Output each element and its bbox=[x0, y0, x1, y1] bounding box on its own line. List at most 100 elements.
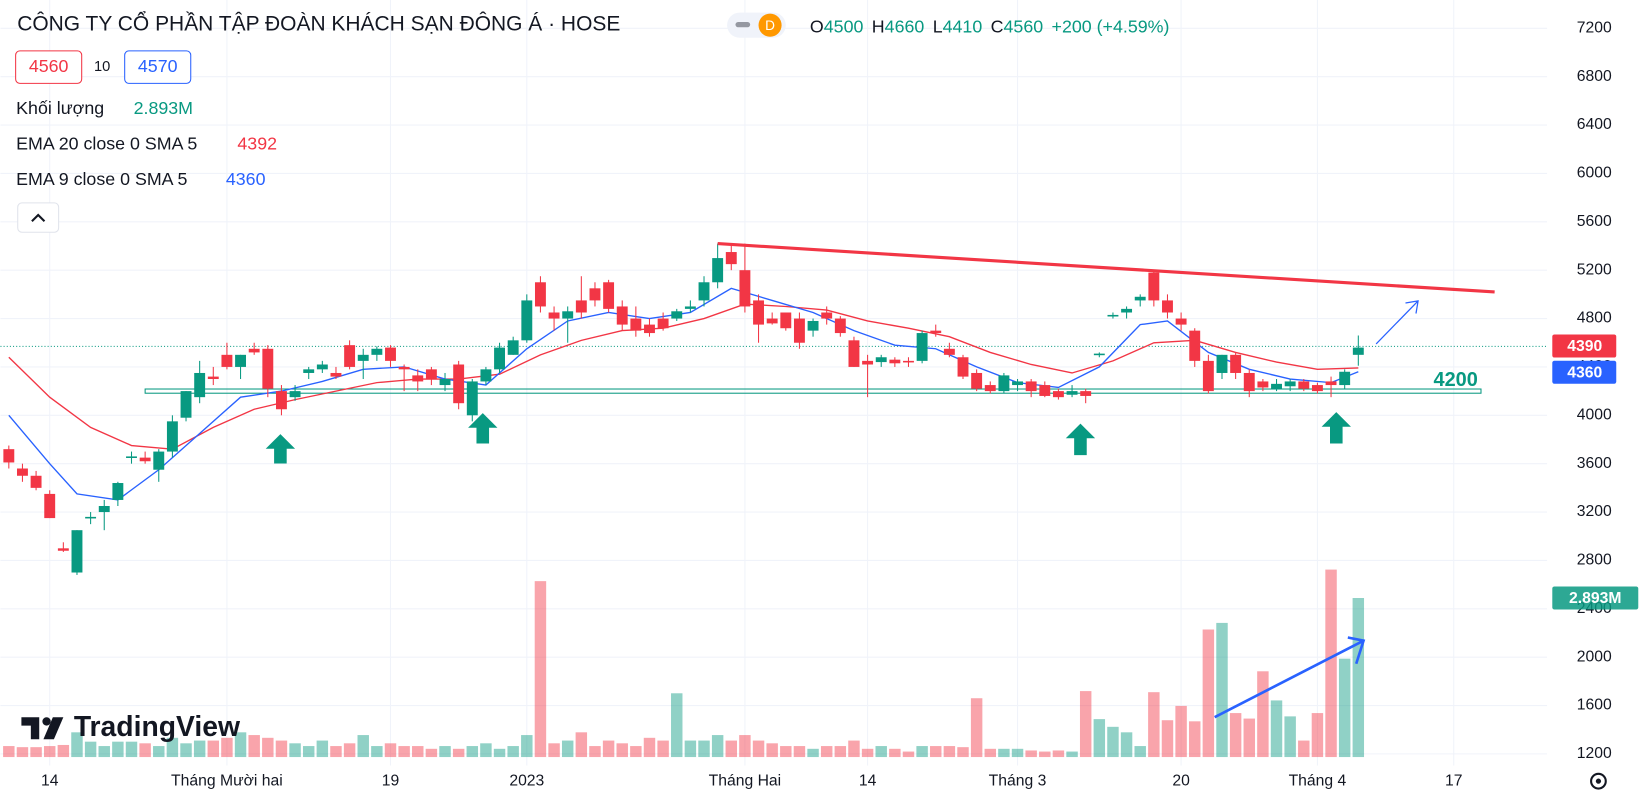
volume-bar bbox=[452, 748, 465, 758]
candle-body bbox=[957, 357, 969, 377]
volume-bar bbox=[548, 743, 560, 758]
volume-badge bbox=[1552, 586, 1639, 610]
volume-bar bbox=[316, 740, 329, 758]
bid-box[interactable] bbox=[15, 50, 83, 84]
candle-body bbox=[385, 347, 396, 361]
candle-body bbox=[1162, 300, 1173, 313]
collapse-icon bbox=[31, 213, 46, 222]
price-arrow bbox=[1375, 300, 1419, 345]
ohlc-value: 4660 bbox=[885, 16, 925, 36]
candle-body bbox=[453, 364, 465, 404]
drawn-arrows bbox=[1214, 300, 1419, 719]
candle-body bbox=[807, 320, 819, 331]
candle-body bbox=[126, 456, 137, 458]
collapse-button[interactable] bbox=[17, 202, 60, 233]
volume-bar bbox=[561, 740, 574, 758]
volume-bar bbox=[1161, 720, 1174, 758]
candle-body bbox=[1202, 360, 1214, 392]
volume-bar bbox=[207, 740, 220, 758]
candle-body bbox=[903, 360, 914, 363]
brand-mark bbox=[42, 717, 51, 726]
volume-bar bbox=[425, 748, 438, 758]
candle-body bbox=[330, 372, 342, 377]
candle-body bbox=[303, 369, 315, 373]
up-arrow bbox=[468, 413, 498, 444]
price-badge bbox=[1552, 334, 1617, 358]
candle-body bbox=[16, 468, 28, 476]
volume-bar bbox=[902, 751, 915, 758]
volume-bar bbox=[1257, 671, 1269, 758]
ohlc-value: 4560 bbox=[1004, 16, 1044, 36]
volume-bar bbox=[357, 735, 369, 758]
volume-badge-label: 2.893M bbox=[1569, 590, 1621, 607]
up-arrow bbox=[265, 434, 296, 464]
y-tick-label: 5600 bbox=[1577, 213, 1612, 230]
candle-body bbox=[684, 306, 696, 309]
candle-body bbox=[1216, 354, 1228, 373]
candle-body bbox=[534, 282, 546, 307]
y-tick-label: 2800 bbox=[1577, 552, 1612, 569]
volume-bar bbox=[630, 746, 642, 758]
volume-bar bbox=[807, 748, 819, 758]
volume-bar bbox=[1311, 713, 1324, 758]
volume-bar bbox=[957, 747, 969, 758]
volume-bar bbox=[984, 748, 996, 758]
volume-bar bbox=[1216, 622, 1228, 758]
volume-bar bbox=[330, 746, 342, 758]
interval: D bbox=[765, 18, 775, 33]
candle-body bbox=[194, 372, 206, 398]
candle-body bbox=[112, 483, 124, 500]
ohlc-key: L bbox=[933, 16, 943, 36]
volume-bar bbox=[3, 746, 15, 758]
candle-body bbox=[166, 421, 178, 452]
y-tick-label: 3600 bbox=[1577, 455, 1612, 472]
candle-body bbox=[1107, 314, 1119, 317]
candle-body bbox=[1257, 381, 1269, 388]
ohlc: O4500 H4660 L4410 C4560 +200 (+4.59%) bbox=[810, 16, 1169, 36]
volume-bar bbox=[671, 693, 683, 758]
settings-icon[interactable] bbox=[1590, 772, 1607, 790]
brand-name: TradingView bbox=[74, 710, 241, 742]
volume-bar bbox=[84, 741, 97, 758]
candle-body bbox=[1148, 272, 1160, 301]
volume-bar bbox=[466, 746, 479, 758]
volume-bar bbox=[1039, 751, 1051, 758]
brand: TradingView bbox=[21, 710, 241, 742]
legend-value: 4360 bbox=[226, 169, 266, 189]
gear-center bbox=[1595, 778, 1602, 784]
candle-body bbox=[1230, 354, 1242, 373]
candle-body bbox=[1025, 381, 1037, 392]
candle-body bbox=[425, 369, 437, 380]
volume-arrow bbox=[1214, 636, 1366, 719]
volume-bar bbox=[71, 732, 83, 758]
y-tick-label: 4800 bbox=[1577, 310, 1612, 327]
ask-box[interactable] bbox=[124, 50, 192, 84]
candle-body bbox=[793, 318, 805, 343]
candle-body bbox=[466, 381, 478, 416]
volume-bar bbox=[943, 746, 956, 758]
volume-bar bbox=[1079, 691, 1092, 758]
volume-bar bbox=[480, 743, 492, 758]
ohlc-value: 4500 bbox=[824, 16, 864, 36]
candle-body bbox=[971, 372, 983, 389]
x-tick-label: Tháng Hai bbox=[709, 772, 782, 789]
volume-bar bbox=[684, 740, 697, 758]
volume-bar bbox=[221, 737, 233, 758]
candle-body bbox=[930, 330, 942, 334]
volume-bar bbox=[30, 747, 42, 758]
volume-bar bbox=[43, 746, 56, 758]
volume-bar bbox=[521, 735, 533, 758]
candle-body bbox=[1339, 371, 1351, 386]
volume-bar bbox=[289, 743, 301, 758]
x-tick-label: 2023 bbox=[509, 772, 544, 789]
y-tick-label: 1600 bbox=[1577, 697, 1612, 714]
volume-bar bbox=[1202, 629, 1215, 758]
x-tick-label: Tháng Mười hai bbox=[171, 772, 283, 789]
signal-arrows bbox=[265, 412, 1351, 464]
candle-body bbox=[1175, 318, 1187, 325]
brand-mark bbox=[21, 717, 40, 740]
price-badge bbox=[1552, 360, 1617, 384]
volume-bar bbox=[1243, 718, 1255, 758]
spread: 10 bbox=[94, 59, 110, 75]
